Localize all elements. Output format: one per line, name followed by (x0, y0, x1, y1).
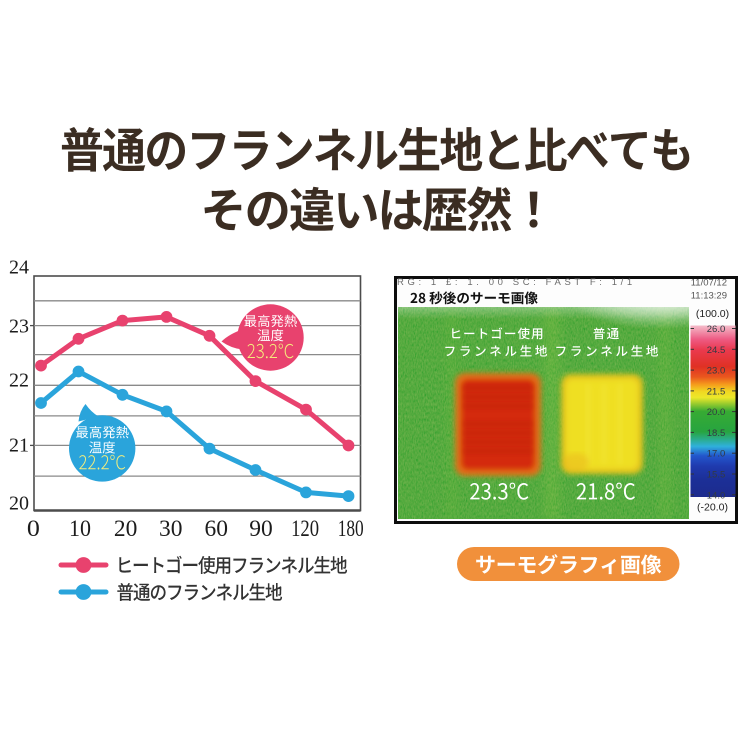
svg-text:(-20.0): (-20.0) (697, 502, 728, 514)
svg-text:20.0: 20.0 (707, 407, 726, 418)
svg-text:15.5: 15.5 (707, 470, 726, 481)
svg-text:20: 20 (9, 493, 29, 515)
svg-text:(100.0): (100.0) (696, 308, 729, 320)
svg-text:17.0: 17.0 (707, 449, 726, 460)
svg-text:23: 23 (9, 315, 29, 337)
svg-text:60: 60 (205, 516, 229, 542)
svg-text:0: 0 (27, 516, 40, 542)
svg-text:24.5: 24.5 (707, 345, 726, 356)
svg-text:18.5: 18.5 (707, 428, 726, 439)
svg-text:26.0: 26.0 (707, 324, 726, 335)
svg-text:22: 22 (9, 369, 29, 391)
svg-text:21: 21 (9, 435, 29, 457)
svg-text:14.0: 14.0 (707, 490, 726, 501)
svg-text:24: 24 (9, 256, 29, 278)
svg-text:120: 120 (291, 516, 319, 542)
svg-text:21.5: 21.5 (707, 386, 726, 397)
svg-text:90: 90 (249, 516, 273, 542)
svg-text:20: 20 (114, 516, 138, 542)
svg-text:11/07/12: 11/07/12 (691, 278, 727, 289)
svg-text:23.0: 23.0 (707, 366, 726, 377)
svg-text:RG: 1 £: 1. 00 SC: FAST F:: RG: 1 £: 1. 00 SC: FAST F: 1/1 (397, 277, 636, 288)
svg-text:180: 180 (338, 516, 364, 542)
svg-text:10: 10 (69, 516, 91, 542)
svg-text:11:13:29: 11:13:29 (691, 291, 727, 302)
svg-text:30: 30 (159, 516, 183, 542)
